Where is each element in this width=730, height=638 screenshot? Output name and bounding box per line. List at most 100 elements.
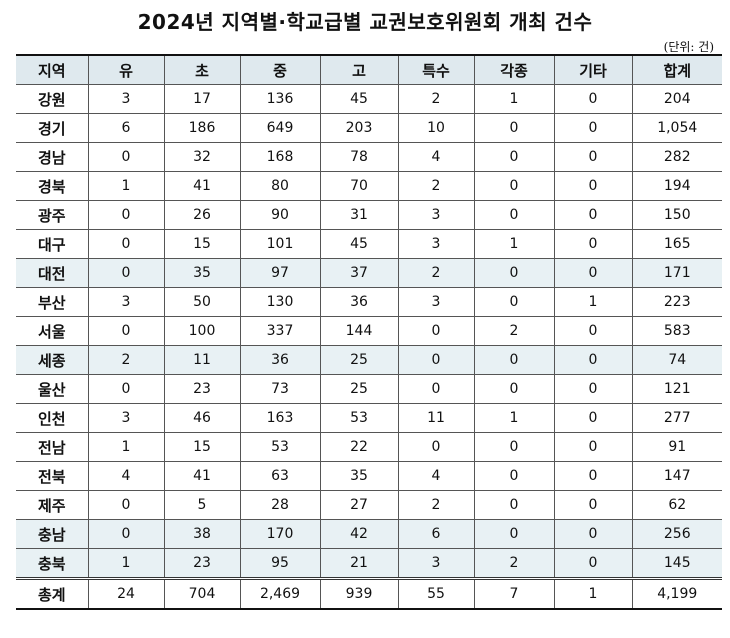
- table-row: 서울 0 100 337 144 0 2 0 583: [16, 316, 722, 346]
- value-cell: 0: [553, 461, 633, 491]
- value-cell: 0: [553, 490, 633, 520]
- value-cell: 73: [239, 374, 321, 404]
- region-cell: 전북: [16, 461, 89, 491]
- value-cell: 17: [163, 84, 241, 114]
- value-cell: 0: [553, 229, 633, 259]
- region-cell: 경북: [16, 171, 89, 201]
- value-cell: 136: [239, 84, 321, 114]
- value-cell: 36: [239, 345, 321, 375]
- value-cell: 144: [319, 316, 399, 346]
- value-cell: 0: [553, 171, 633, 201]
- value-cell: 0: [473, 287, 555, 317]
- value-cell: 186: [163, 113, 241, 143]
- region-cell: 세종: [16, 345, 89, 375]
- header-sum: 합계: [631, 55, 722, 85]
- value-cell: 0: [553, 519, 633, 549]
- header-elementary: 초: [163, 55, 241, 85]
- region-cell: 강원: [16, 84, 89, 114]
- value-cell: 27: [319, 490, 399, 520]
- value-cell: 0: [553, 548, 633, 579]
- region-cell: 인천: [16, 403, 89, 433]
- value-cell: 0: [87, 258, 165, 288]
- table-row: 강원 3 17 136 45 2 1 0 204: [16, 84, 722, 114]
- value-cell: 0: [87, 200, 165, 230]
- value-cell: 80: [239, 171, 321, 201]
- value-cell: 0: [553, 316, 633, 346]
- total-value-cell: 1: [553, 577, 633, 609]
- value-cell: 0: [87, 229, 165, 259]
- value-cell: 11: [397, 403, 475, 433]
- value-cell: 74: [631, 345, 722, 375]
- value-cell: 165: [631, 229, 722, 259]
- table-row: 경북 1 41 80 70 2 0 0 194: [16, 171, 722, 201]
- value-cell: 3: [87, 287, 165, 317]
- value-cell: 121: [631, 374, 722, 404]
- value-cell: 46: [163, 403, 241, 433]
- value-cell: 53: [239, 432, 321, 462]
- value-cell: 2: [397, 258, 475, 288]
- value-cell: 2: [397, 84, 475, 114]
- table-row: 부산 3 50 130 36 3 0 1 223: [16, 287, 722, 317]
- value-cell: 45: [319, 229, 399, 259]
- value-cell: 256: [631, 519, 722, 549]
- value-cell: 204: [631, 84, 722, 114]
- region-cell: 대전: [16, 258, 89, 288]
- page-title: 2024년 지역별·학교급별 교권보호위원회 개최 건수: [137, 10, 593, 34]
- region-cell: 광주: [16, 200, 89, 230]
- value-cell: 35: [319, 461, 399, 491]
- value-cell: 0: [473, 490, 555, 520]
- value-cell: 62: [631, 490, 722, 520]
- value-cell: 23: [163, 548, 241, 579]
- value-cell: 0: [473, 258, 555, 288]
- value-cell: 0: [553, 345, 633, 375]
- value-cell: 0: [87, 142, 165, 172]
- value-cell: 0: [473, 432, 555, 462]
- value-cell: 0: [473, 142, 555, 172]
- data-table: 지역 유 초 중 고 특수 각종 기타 합계 강원 3 17 136 45 2 1 0 204 경…: [16, 54, 722, 610]
- table-row: 경기 6 186 649 203 10 0 0 1,054: [16, 113, 722, 143]
- region-cell: 충남: [16, 519, 89, 549]
- total-row: 총계 24 704 2,469 939 55 7 1 4,199: [16, 577, 722, 609]
- total-value-cell: 55: [397, 577, 475, 609]
- value-cell: 0: [397, 432, 475, 462]
- value-cell: 0: [553, 374, 633, 404]
- region-cell: 제주: [16, 490, 89, 520]
- value-cell: 0: [87, 316, 165, 346]
- value-cell: 70: [319, 171, 399, 201]
- table-row: 울산 0 23 73 25 0 0 0 121: [16, 374, 722, 404]
- value-cell: 1: [473, 229, 555, 259]
- value-cell: 42: [319, 519, 399, 549]
- value-cell: 91: [631, 432, 722, 462]
- region-cell: 부산: [16, 287, 89, 317]
- value-cell: 32: [163, 142, 241, 172]
- header-high: 고: [319, 55, 399, 85]
- value-cell: 50: [163, 287, 241, 317]
- value-cell: 0: [397, 374, 475, 404]
- value-cell: 23: [163, 374, 241, 404]
- value-cell: 2: [397, 171, 475, 201]
- region-cell: 경남: [16, 142, 89, 172]
- value-cell: 130: [239, 287, 321, 317]
- value-cell: 223: [631, 287, 722, 317]
- value-cell: 0: [553, 403, 633, 433]
- table-row: 충북 1 23 95 21 3 2 0 145: [16, 548, 722, 579]
- value-cell: 145: [631, 548, 722, 579]
- table-row: 제주 0 5 28 27 2 0 0 62: [16, 490, 722, 520]
- value-cell: 2: [473, 316, 555, 346]
- value-cell: 78: [319, 142, 399, 172]
- value-cell: 1,054: [631, 113, 722, 143]
- value-cell: 5: [163, 490, 241, 520]
- region-cell: 경기: [16, 113, 89, 143]
- header-special: 특수: [397, 55, 475, 85]
- value-cell: 282: [631, 142, 722, 172]
- header-kindergarten: 유: [87, 55, 165, 85]
- value-cell: 0: [473, 374, 555, 404]
- value-cell: 3: [87, 84, 165, 114]
- total-value-cell: 4,199: [631, 577, 722, 609]
- value-cell: 0: [397, 316, 475, 346]
- value-cell: 41: [163, 461, 241, 491]
- value-cell: 25: [319, 374, 399, 404]
- header-region: 지역: [16, 55, 89, 85]
- table-row: 경남 0 32 168 78 4 0 0 282: [16, 142, 722, 172]
- value-cell: 90: [239, 200, 321, 230]
